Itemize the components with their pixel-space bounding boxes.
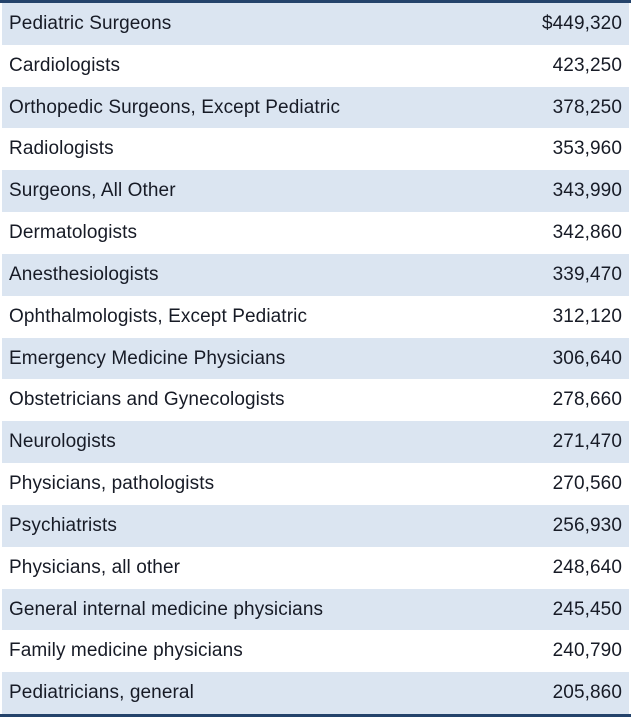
salary-value: 339,470: [552, 263, 622, 285]
table-row: Ophthalmologists, Except Pediatric 312,1…: [2, 295, 629, 338]
table-row: Surgeons, All Other 343,990: [2, 170, 629, 213]
occupation-label: Obstetricians and Gynecologists: [9, 389, 285, 411]
occupation-label: Pediatricians, general: [9, 682, 194, 704]
salary-value: 278,660: [552, 389, 622, 411]
salary-value: 271,470: [552, 431, 622, 453]
table-row: Pediatric Surgeons $449,320: [2, 3, 629, 45]
occupation-label: Anesthesiologists: [9, 263, 159, 285]
table-row: Family medicine physicians 240,790: [2, 630, 629, 673]
table-row: Neurologists 271,470: [2, 421, 629, 464]
salary-value: 343,990: [552, 180, 622, 202]
table-row: Physicians, pathologists 270,560: [2, 463, 629, 505]
table-row: Cardiologists 423,250: [2, 44, 629, 87]
occupation-label: Family medicine physicians: [9, 640, 243, 662]
occupation-label: Physicians, all other: [9, 556, 181, 578]
occupation-label: Psychiatrists: [9, 514, 117, 536]
table-row: Emergency Medicine Physicians 306,640: [2, 337, 629, 380]
occupation-label: Emergency Medicine Physicians: [9, 347, 286, 369]
table-row: Obstetricians and Gynecologists 278,660: [2, 379, 629, 422]
table-row: Physicians, all other 248,640: [2, 546, 629, 589]
salary-value: 240,790: [552, 640, 622, 662]
salary-value: 248,640: [552, 556, 622, 578]
occupation-label: Cardiologists: [9, 54, 121, 76]
salary-value: 353,960: [552, 138, 622, 160]
table-row: Psychiatrists 256,930: [2, 504, 629, 547]
salary-value: 256,930: [552, 514, 622, 536]
occupation-label: Ophthalmologists, Except Pediatric: [9, 305, 308, 327]
table-row: Orthopedic Surgeons, Except Pediatric 37…: [2, 86, 629, 129]
salary-value: 423,250: [552, 54, 622, 76]
salary-value: 378,250: [552, 96, 622, 118]
salary-value: 270,560: [552, 473, 622, 495]
table-row: Anesthesiologists 339,470: [2, 253, 629, 296]
table-row: Dermatologists 342,860: [2, 212, 629, 254]
salary-value: 312,120: [552, 305, 622, 327]
occupation-label: Pediatric Surgeons: [9, 12, 172, 34]
occupation-label: Surgeons, All Other: [9, 180, 176, 202]
occupation-label: Dermatologists: [9, 222, 138, 244]
occupation-label: General internal medicine physicians: [9, 598, 324, 620]
occupation-label: Physicians, pathologists: [9, 473, 215, 495]
salary-value: 205,860: [552, 682, 622, 704]
table-row: Pediatricians, general 205,860: [2, 672, 629, 715]
table-row: General internal medicine physicians 245…: [2, 588, 629, 631]
salary-value: 342,860: [552, 222, 622, 244]
salary-value: 245,450: [552, 598, 622, 620]
table-row: Radiologists 353,960: [2, 128, 629, 171]
salary-value: $449,320: [541, 12, 622, 34]
occupation-label: Orthopedic Surgeons, Except Pediatric: [9, 96, 341, 118]
salary-value: 306,640: [552, 347, 622, 369]
occupation-label: Neurologists: [9, 431, 116, 453]
occupation-label: Radiologists: [9, 138, 114, 160]
